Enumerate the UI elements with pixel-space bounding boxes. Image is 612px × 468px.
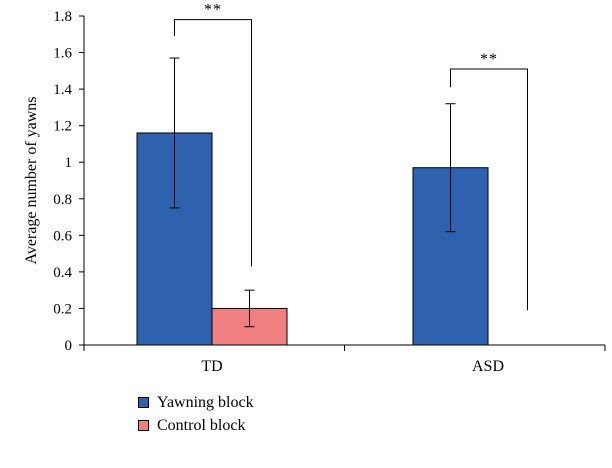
y-tick-label: 0.8 xyxy=(53,192,72,208)
y-tick-label: 0 xyxy=(65,338,73,354)
legend-swatch-yawning xyxy=(138,397,149,408)
y-tick-label: 1.4 xyxy=(53,82,72,98)
y-tick-label: 0.6 xyxy=(53,228,72,244)
legend-label-yawning: Yawning block xyxy=(157,393,254,411)
x-tick-label: TD xyxy=(201,358,222,375)
y-tick-label: 1 xyxy=(65,155,73,171)
significance-label: ** xyxy=(480,51,498,68)
y-tick-label: 0.2 xyxy=(53,301,72,317)
legend-item-control: Control block xyxy=(138,414,254,437)
legend: Yawning block Control block xyxy=(138,391,254,437)
y-tick-label: 1.2 xyxy=(53,119,72,135)
y-tick-label: 1.8 xyxy=(53,9,72,25)
significance-bracket xyxy=(174,19,252,267)
y-tick-label: 1.6 xyxy=(53,46,72,62)
y-tick-label: 0.4 xyxy=(53,265,72,281)
significance-brackets: ** ** xyxy=(174,2,528,311)
x-tick-label: ASD xyxy=(472,358,504,375)
legend-item-yawning: Yawning block xyxy=(138,391,254,414)
y-axis-title: Average number of yawns xyxy=(23,96,40,264)
significance-bracket xyxy=(450,68,528,311)
legend-label-control: Control block xyxy=(157,416,246,434)
bars xyxy=(136,132,489,346)
error-bars xyxy=(169,57,456,328)
axis-labels: 0 0.2 0.4 0.6 0.8 1 1.2 1.4 1.6 1.8 TD ASD Average n… xyxy=(23,9,504,375)
significance-label: ** xyxy=(204,2,222,19)
legend-swatch-control xyxy=(138,420,149,431)
